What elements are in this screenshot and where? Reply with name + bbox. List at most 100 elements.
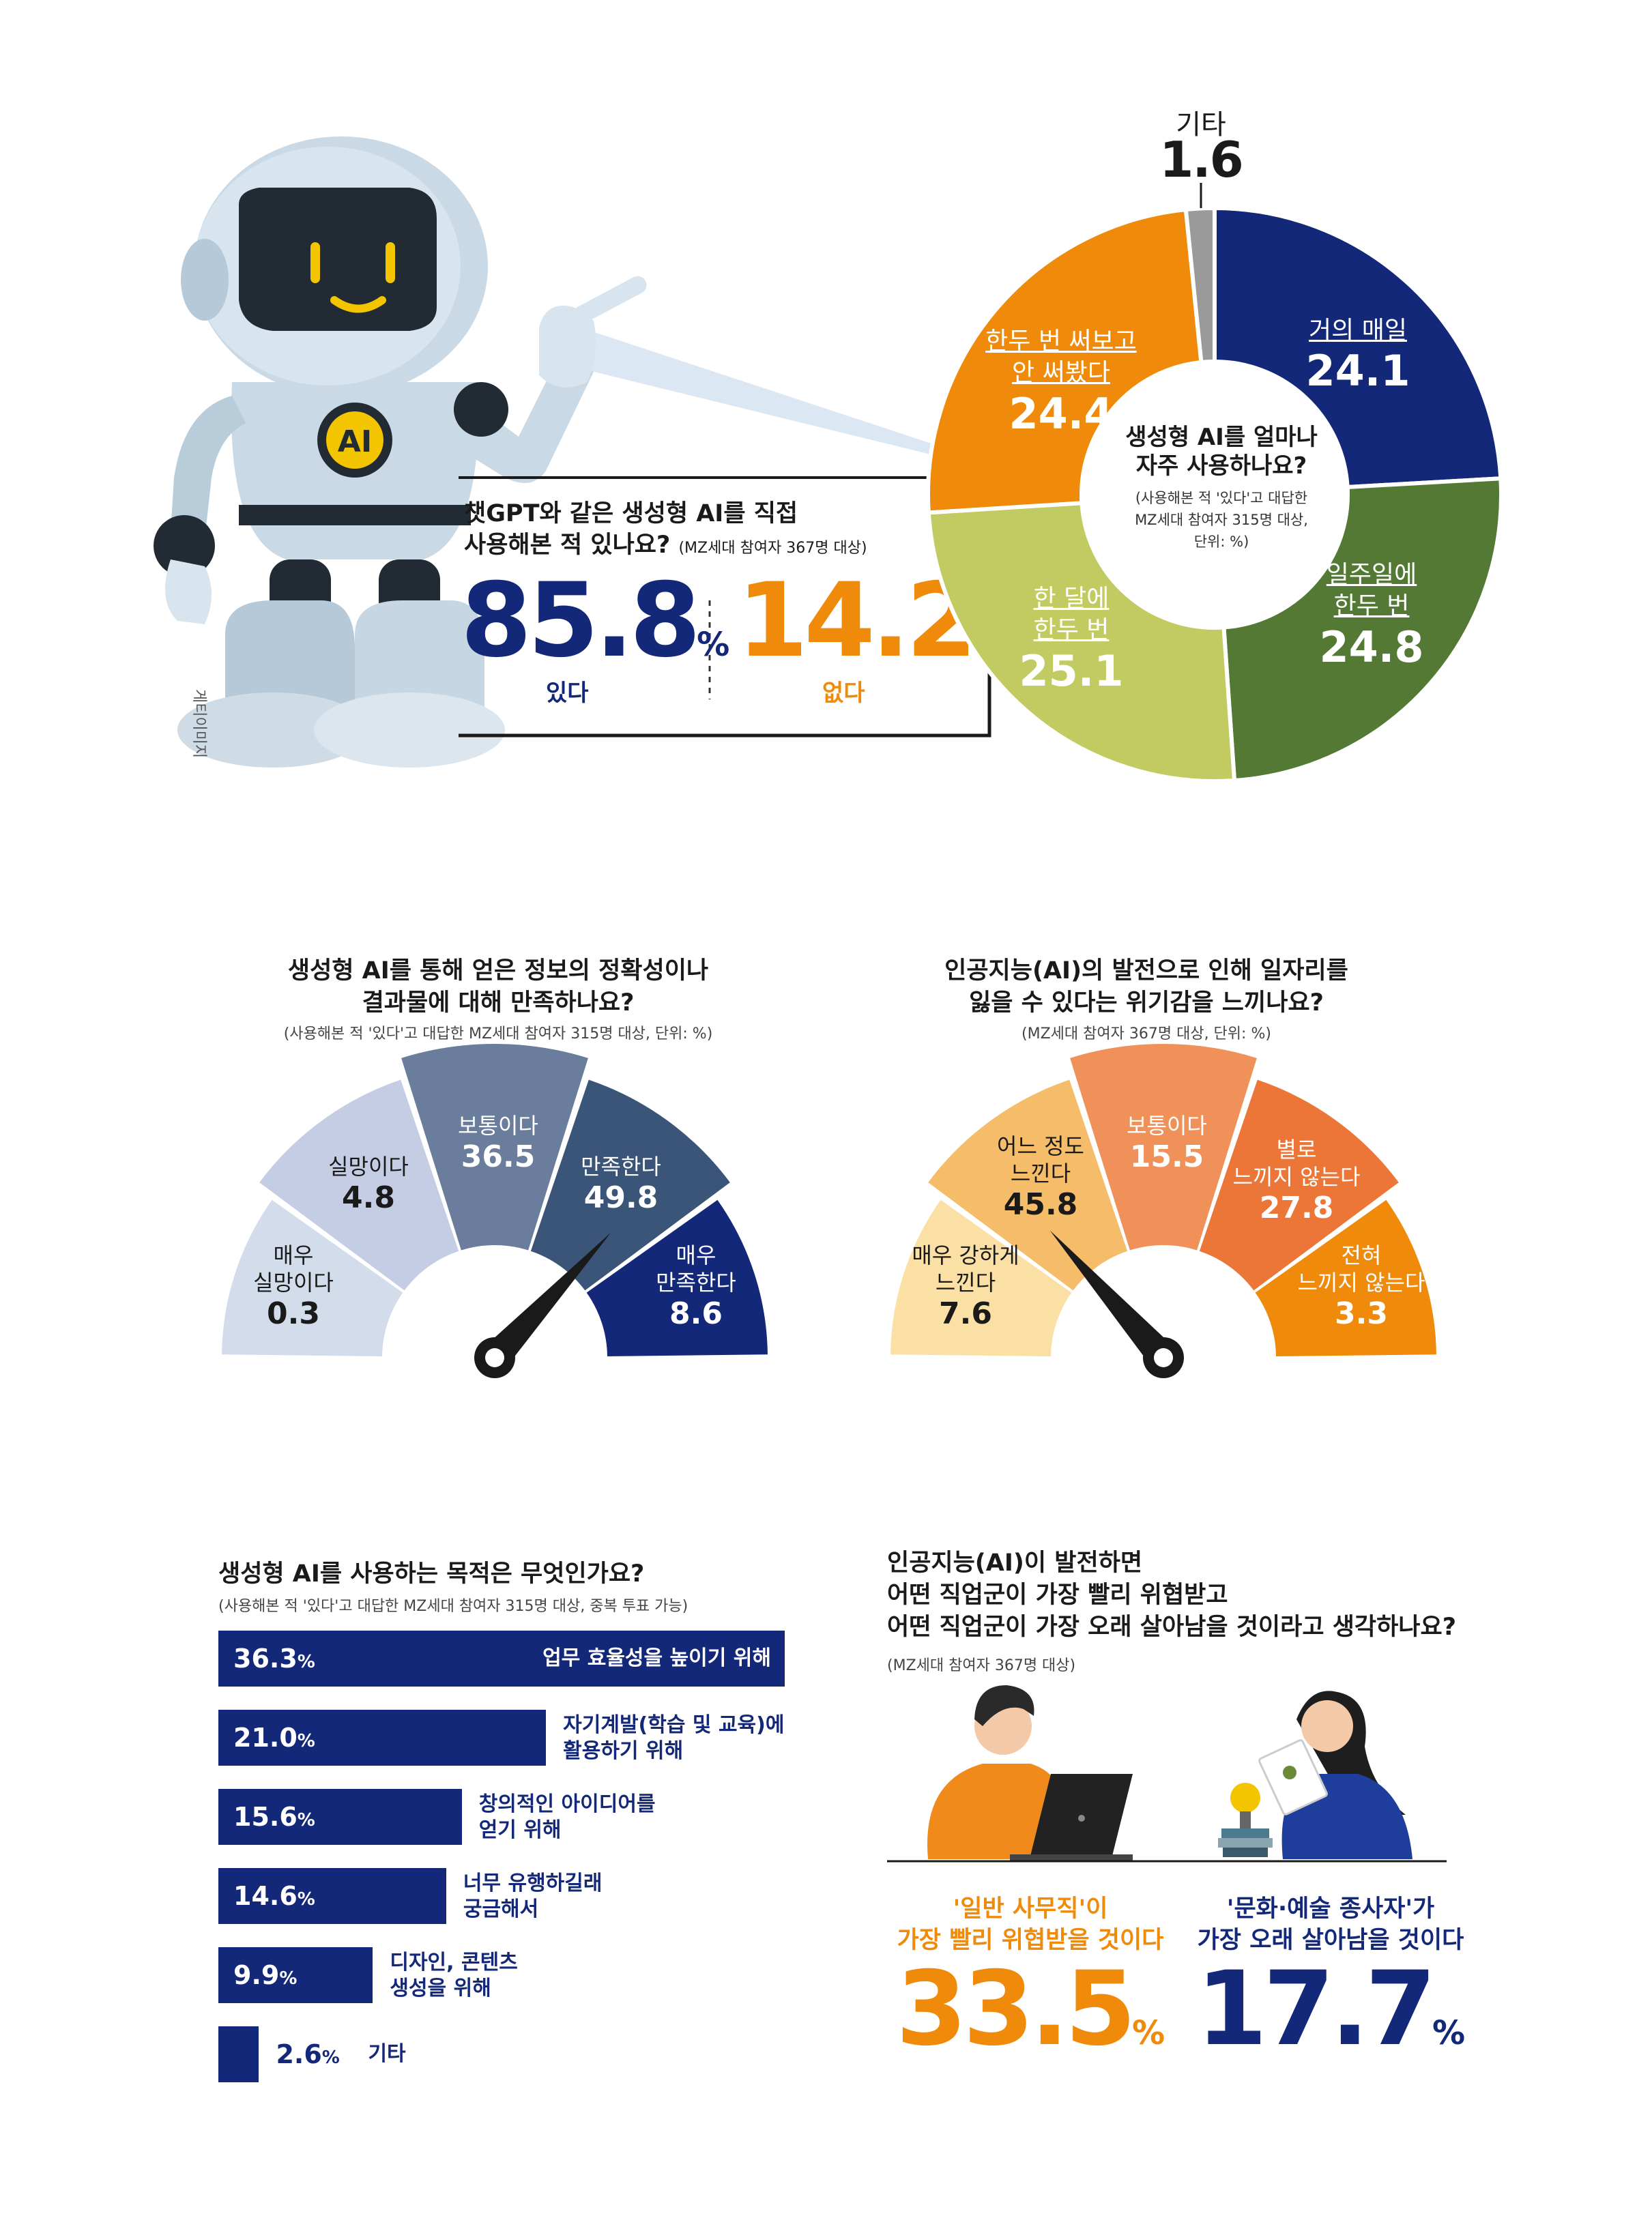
- donut-label-monthly-value: 25.1: [1019, 646, 1124, 696]
- sat-segment-3: [401, 1044, 588, 1251]
- satisfaction-title-line1: 생성형 AI를 통해 얻은 정보의 정확성이나: [287, 957, 709, 985]
- donut-slice-5: [1183, 205, 1217, 365]
- jobs-right-unit: %: [1432, 2014, 1466, 2052]
- donut-label-tried-text2: 안 써봤다: [1012, 359, 1110, 387]
- satisfaction-title: 생성형 AI를 통해 얻은 정보의 정확성이나 결과물에 대해 만족하나요?: [191, 955, 805, 1019]
- usage-question-line2: 사용해본 적 있나요?: [464, 531, 671, 559]
- donut-center-note2: MZ세대 참여자 315명 대상,: [1135, 512, 1308, 528]
- usage-no-value: 14.2%: [737, 566, 1006, 699]
- donut-label-weekly-text1: 일주일에: [1326, 561, 1417, 589]
- sat-needle: [483, 1232, 611, 1368]
- jobs-left-unit: %: [1132, 2014, 1165, 2052]
- purpose-title: 생성형 AI를 사용하는 목적은 무엇인가요?: [218, 1560, 645, 1588]
- job-label-e: 전혀 느끼지 않는다 3.3: [1276, 1242, 1447, 1331]
- donut-center: 생성형 AI를 얼마나 자주 사용하나요? (사용해본 적 '있다'고 대답한 …: [1092, 423, 1351, 553]
- sat-label-e: 매우 만족한다 8.6: [628, 1242, 764, 1331]
- usage-yes-label: 있다: [546, 680, 589, 707]
- sat-label-c-value: 36.5: [461, 1139, 536, 1174]
- jobs-left-caption-line1: '일반 사무직'이: [953, 1895, 1108, 1923]
- job-label-d-text1: 별로: [1276, 1137, 1317, 1163]
- sat-label-d-text: 만족한다: [581, 1154, 661, 1180]
- donut-slice-3: [926, 501, 1237, 783]
- jobs-title: 인공지능(AI)이 발전하면 어떤 직업군이 가장 빨리 위협받고 어떤 직업군…: [887, 1547, 1456, 1644]
- sat-label-d: 만족한다 49.8: [553, 1153, 689, 1215]
- pointer-beam: [560, 321, 942, 457]
- job-label-a: 매우 강하게 느낀다 7.6: [887, 1242, 1044, 1331]
- jobs-left-caption: '일반 사무직'이 가장 빨리 위협받을 것이다: [873, 1893, 1187, 1956]
- sat-label-e-value: 8.6: [669, 1296, 723, 1331]
- sat-segment-4: [530, 1079, 730, 1291]
- job-label-b-value: 45.8: [1003, 1187, 1078, 1222]
- jobs-left-number: 33.5: [895, 1950, 1136, 2069]
- sat-segment-2: [259, 1079, 459, 1291]
- donut-label-weekly: 일주일에 한두 번 24.8: [1283, 559, 1460, 672]
- job-segment-3: [1070, 1044, 1257, 1251]
- donut-label-weekly-value: 24.8: [1319, 622, 1424, 672]
- sat-label-d-value: 49.8: [583, 1180, 658, 1215]
- sat-label-a-value: 0.3: [267, 1296, 320, 1331]
- job-label-b: 어느 정도 느낀다 45.8: [962, 1133, 1119, 1222]
- donut-slice-4: [926, 207, 1204, 515]
- job-label-a-text1: 매우 강하게: [912, 1242, 1019, 1268]
- donut-label-weekly-text2: 한두 번: [1333, 592, 1410, 620]
- donut-center-note3: 단위: %): [1193, 534, 1249, 550]
- jobs-right-value: 17.7%: [1174, 1955, 1488, 2088]
- sat-label-c: 보통이다 36.5: [430, 1112, 566, 1174]
- job-segment-5: [1255, 1199, 1436, 1357]
- donut-label-tried-value: 24.4: [1009, 389, 1114, 439]
- job-needle: [1049, 1230, 1175, 1368]
- job-label-b-text2: 느낀다: [1010, 1161, 1071, 1186]
- sat-label-a-text2: 실망이다: [253, 1270, 334, 1296]
- sat-label-b-text: 실망이다: [328, 1154, 409, 1180]
- jobs-title-line2: 어떤 직업군이 가장 빨리 위협받고: [887, 1581, 1228, 1609]
- job-label-a-text2: 느낀다: [935, 1270, 996, 1296]
- jobs-left-caption-line2: 가장 빨리 위협받을 것이다: [897, 1927, 1164, 1954]
- donut-label-monthly-text2: 한두 번: [1033, 616, 1110, 644]
- jobs-left-value: 33.5%: [873, 1955, 1187, 2088]
- jobloss-note: (MZ세대 참여자 367명 대상, 단위: %): [1021, 1025, 1271, 1043]
- usage-yes-unit: %: [697, 626, 730, 664]
- sat-label-b: 실망이다 4.8: [300, 1153, 437, 1215]
- sat-needle-pin: [485, 1348, 504, 1367]
- job-segment-1: [890, 1199, 1072, 1357]
- donut-center-line1: 생성형 AI를 얼마나: [1125, 424, 1318, 451]
- donut-label-daily-value: 24.1: [1305, 346, 1410, 396]
- sat-label-c-text: 보통이다: [458, 1113, 538, 1139]
- sat-segment-1: [222, 1199, 403, 1357]
- jobs-right-caption-line1: '문화·예술 종사자'가: [1226, 1895, 1435, 1923]
- job-label-e-text1: 전혀: [1341, 1242, 1382, 1268]
- jobloss-title-line1: 인공지능(AI)의 발전으로 인해 일자리를: [944, 957, 1348, 985]
- donut-center-line2: 자주 사용하나요?: [1135, 452, 1307, 480]
- jobs-title-line3: 어떤 직업군이 가장 오래 살아남을 것이라고 생각하나요?: [887, 1614, 1457, 1641]
- usage-note: (MZ세대 참여자 367명 대상): [678, 540, 867, 557]
- job-label-c-value: 15.5: [1129, 1139, 1204, 1174]
- job-label-d-text2: 느끼지 않는다: [1232, 1164, 1361, 1190]
- sat-label-b-value: 4.8: [342, 1180, 395, 1215]
- jobs-note: (MZ세대 참여자 367명 대상): [887, 1657, 1076, 1674]
- job-label-d-value: 27.8: [1259, 1191, 1334, 1225]
- job-segment-2: [928, 1079, 1128, 1291]
- jobloss-title-line2: 잃을 수 있다는 위기감을 느끼나요?: [969, 989, 1324, 1017]
- jobloss-title: 인공지능(AI)의 발전으로 인해 일자리를 잃을 수 있다는 위기감을 느끼나…: [839, 955, 1453, 1019]
- job-needle-pin: [1154, 1348, 1173, 1367]
- donut-label-monthly: 한 달에 한두 번 25.1: [983, 583, 1160, 696]
- jobs-right-caption: '문화·예술 종사자'가 가장 오래 살아남을 것이다: [1174, 1893, 1488, 1956]
- sat-label-e-text1: 매우: [676, 1242, 716, 1268]
- job-label-b-text1: 어느 정도: [997, 1133, 1084, 1159]
- usage-no-label: 없다: [822, 680, 865, 707]
- donut-label-daily-text: 거의 매일: [1309, 317, 1407, 345]
- donut-label-daily: 거의 매일 24.1: [1269, 310, 1447, 396]
- jobs-right-caption-line2: 가장 오래 살아남을 것이다: [1197, 1927, 1464, 1954]
- satisfaction-title-line2: 결과물에 대해 만족하나요?: [362, 989, 635, 1017]
- usage-yes-number: 85.8: [461, 562, 701, 680]
- donut-other-label: 기타: [1176, 109, 1226, 141]
- donut-other-value: 1.6: [1159, 131, 1244, 188]
